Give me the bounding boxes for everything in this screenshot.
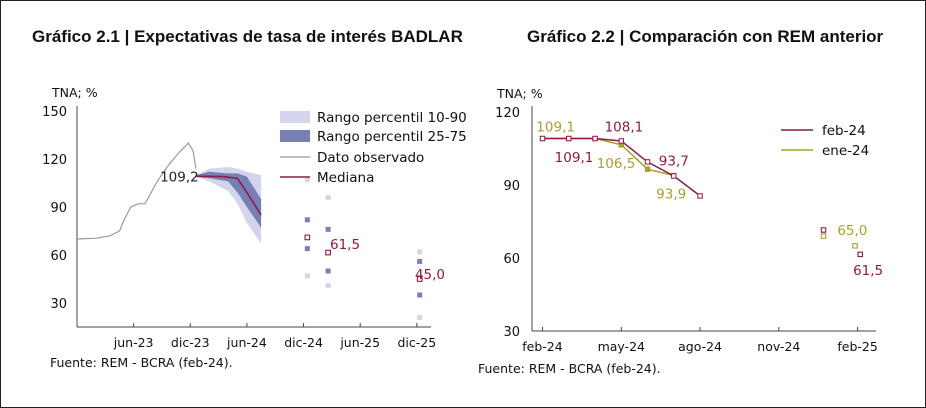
chart-2-series-feb-24-point <box>592 135 598 142</box>
chart-1-y-tick-label: 150 <box>42 105 67 120</box>
chart-1-dec24-p10-marker <box>325 282 331 288</box>
chart-2-data-label: 108,1 <box>605 120 644 136</box>
chart-1-dec25-p25-marker <box>417 292 423 298</box>
chart-2-series-feb-24-point <box>566 135 572 142</box>
chart-2-data-label: 109,1 <box>536 120 575 136</box>
chart-1-legend-label: Dato observado <box>317 150 424 166</box>
chart-2-source: Fuente: REM - BCRA (feb-24). <box>478 361 661 376</box>
chart-1-observed-line <box>76 142 197 240</box>
chart-1-dec24-p90-marker <box>325 194 331 200</box>
chart-1-data-label: 61,5 <box>330 237 360 253</box>
chart-1-dec25-p90-marker <box>417 249 423 255</box>
chart-1-dec24-p25-marker <box>325 268 331 274</box>
chart-2-y-tick-label: 120 <box>495 106 520 121</box>
chart-1-badlar: TNA; % 30 60 90 120 150 jun-23 dic-23 jun-24 dic-… <box>42 85 467 350</box>
chart-1-legend-swatch-25-75 <box>280 130 310 142</box>
chart-2-data-label: 61,5 <box>853 263 883 279</box>
chart-1-y-unit: TNA; % <box>51 85 98 100</box>
chart-1-dec24-p90-marker <box>304 177 310 183</box>
chart-1-legend-label: Mediana <box>317 170 374 186</box>
chart-2-series-feb-24-point <box>820 227 827 233</box>
chart-1-dec24-median-marker <box>325 249 331 256</box>
chart-2-x-tick-label: feb-25 <box>837 339 877 354</box>
chart-1-y-tick-label: 30 <box>50 297 67 312</box>
chart-2-series-ene-24-point <box>852 243 858 249</box>
chart-1-x-tick-label: dic-24 <box>284 335 323 350</box>
chart-2-title: Gráfico 2.2 | Comparación con REM anteri… <box>527 27 884 46</box>
chart-2-y-tick-label: 90 <box>503 179 520 194</box>
chart-2-series-feb-24-point <box>618 138 624 144</box>
chart-2-series-feb-24-point <box>697 193 703 199</box>
chart-2-series-feb-24-point <box>644 159 651 165</box>
chart-1-dec25-median-marker <box>416 276 423 282</box>
chart-1-dec24-p75-marker <box>304 217 310 223</box>
chart-1-legend-swatch-10-90 <box>280 111 310 123</box>
chart-2-series-ene-24-point <box>820 233 827 239</box>
chart-1-y-tick-label: 60 <box>50 249 67 264</box>
chart-2-legend-label: feb-24 <box>822 123 866 139</box>
chart-2-data-label: 106,5 <box>597 156 636 172</box>
chart-1-x-tick-label: dic-23 <box>171 335 210 350</box>
chart-2-series-ene-24-point <box>644 166 651 172</box>
chart-2-legend-label: ene-24 <box>822 143 869 159</box>
chart-1-y-tick-label: 90 <box>50 201 67 216</box>
chart-2-series-feb-24-point <box>857 251 863 258</box>
chart-2-data-label: 65,0 <box>837 223 867 239</box>
chart-1-band-25-75 <box>195 171 262 228</box>
chart-2-x-tick-label: ago-24 <box>678 339 722 354</box>
chart-1-x-tick-label: jun-23 <box>113 335 154 350</box>
chart-2-y-tick-label: 30 <box>503 325 520 340</box>
chart-1-dec24-p25-marker <box>304 246 310 252</box>
chart-1-median-line <box>195 175 262 216</box>
chart-1-x-tick-label: dic-25 <box>397 335 436 350</box>
chart-1-dec24-median-marker <box>304 234 311 241</box>
chart-1-dec24-p75-marker <box>325 226 331 232</box>
chart-1-y-tick-label: 120 <box>42 153 67 168</box>
chart-2-x-tick-label: feb-24 <box>522 339 562 354</box>
chart-2-x-tick-label: nov-24 <box>757 339 800 354</box>
chart-2-data-label: 93,9 <box>656 187 686 203</box>
chart-1-dec25-p75-marker <box>417 258 423 264</box>
chart-1-dec25-p10-marker <box>417 314 423 320</box>
chart-1-dec24-p10-marker <box>304 273 310 279</box>
chart-1-title: Gráfico 2.1 | Expectativas de tasa de in… <box>32 27 463 46</box>
chart-1-data-label: 109,2 <box>160 169 199 185</box>
chart-1-x-tick-label: jun-25 <box>339 335 380 350</box>
chart-1-data-label: 45,0 <box>415 267 445 283</box>
chart-2-y-tick-label: 60 <box>503 252 520 267</box>
chart-2-y-unit: TNA; % <box>496 86 543 101</box>
chart-1-x-tick-label: jun-24 <box>226 335 267 350</box>
chart-1-legend-label: Rango percentil 10-90 <box>317 110 467 126</box>
chart-2-series-feb-24-point <box>539 135 546 142</box>
chart-2-x-tick-label: may-24 <box>598 339 645 354</box>
chart-1-source: Fuente: REM - BCRA (feb-24). <box>50 355 233 370</box>
chart-1-legend-label: Rango percentil 25-75 <box>317 129 467 145</box>
chart-2-data-label: 93,7 <box>659 154 689 170</box>
chart-2-data-label: 109,1 <box>555 150 594 166</box>
chart-2-series-feb-24-point <box>671 173 677 179</box>
